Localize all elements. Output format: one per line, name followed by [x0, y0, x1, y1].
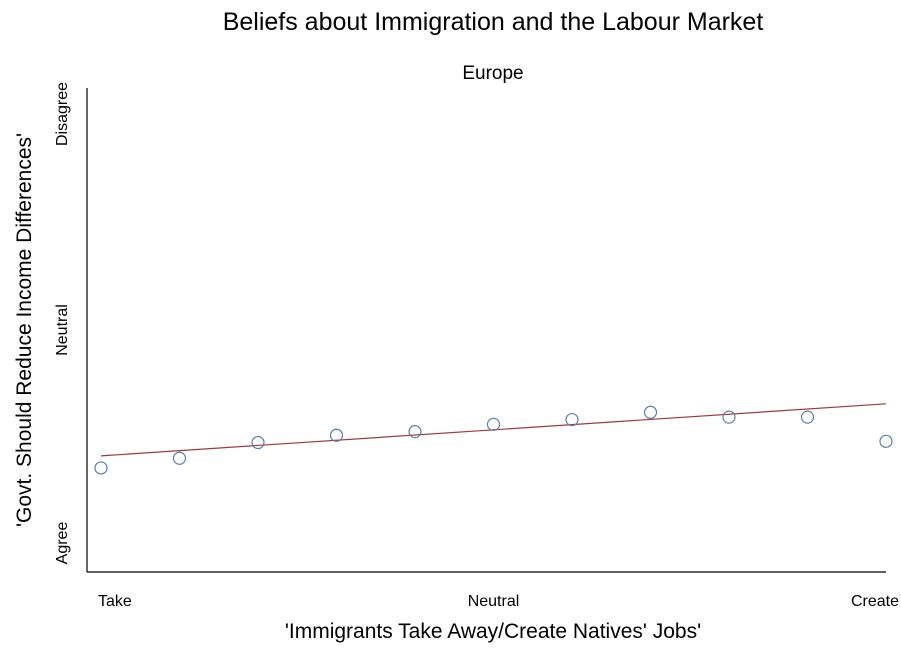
data-point	[486, 417, 501, 431]
data-point	[172, 451, 187, 465]
data-point	[643, 405, 658, 419]
x-tick-label: Create	[851, 593, 899, 610]
chart-title: Beliefs about Immigration and the Labour…	[223, 8, 764, 36]
data-point	[329, 428, 344, 442]
y-tick-label: Neutral	[54, 304, 71, 356]
x-tick-label: Take	[98, 593, 132, 610]
y-axis-label: 'Govt. Should Reduce Income Differences'	[13, 133, 36, 527]
data-point	[94, 461, 108, 475]
axes	[86, 88, 886, 573]
data-point	[251, 435, 265, 450]
y-tick-label: Disagree	[54, 82, 71, 146]
data-point	[800, 410, 815, 424]
data-point	[722, 410, 736, 424]
data-point	[879, 434, 893, 448]
data-point	[565, 412, 579, 427]
y-tick-label: Agree	[54, 522, 71, 565]
chart-subtitle: Europe	[462, 63, 523, 84]
tick-labels: Take Neutral Create Agree Neutral Disagree	[54, 82, 899, 610]
x-axis-label: 'Immigrants Take Away/Create Natives' Jo…	[285, 620, 701, 643]
data-points	[94, 405, 893, 475]
data-point	[408, 425, 422, 439]
x-tick-label: Neutral	[468, 593, 520, 610]
